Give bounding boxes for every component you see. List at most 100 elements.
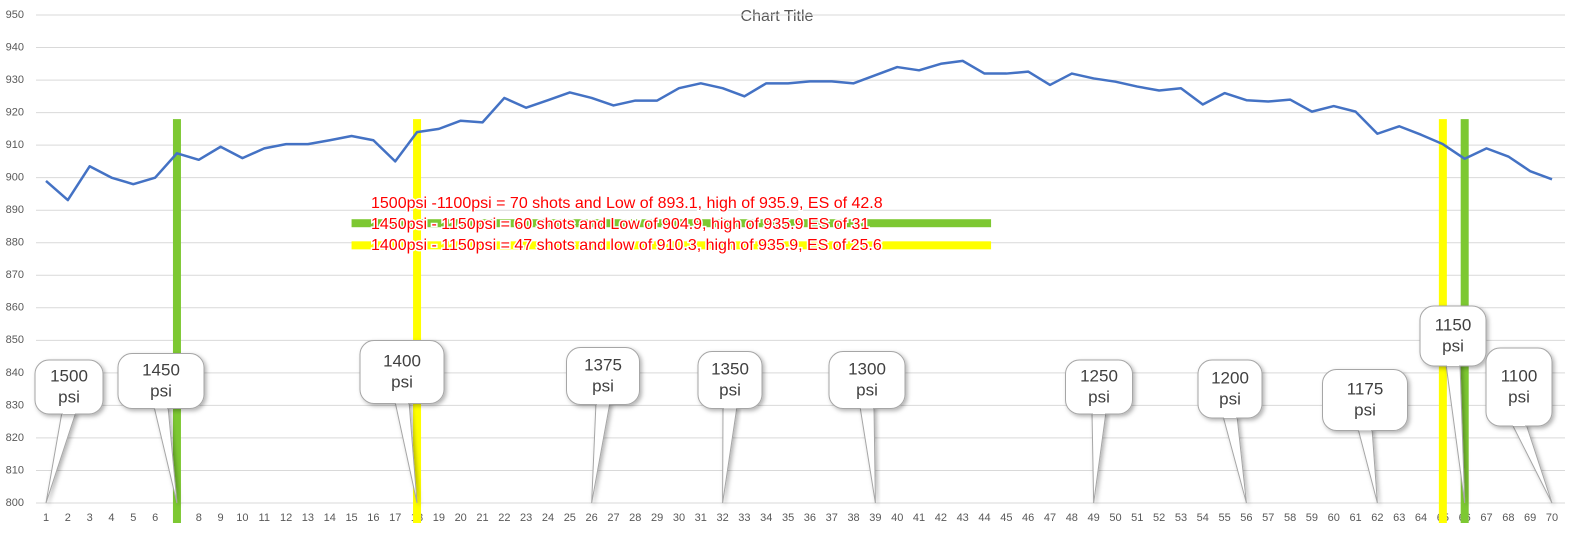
x-tick-label: 8 [196,512,202,524]
x-tick-label: 54 [1197,512,1209,524]
callout: 1250 psi [1065,359,1133,504]
callout-label: psi [391,372,413,391]
x-tick-label: 19 [433,512,445,524]
y-tick-label: 940 [6,41,24,53]
annotation: 1400psi - 1150psi = 47 shots and low of … [371,237,882,254]
x-tick-label: 36 [804,512,816,524]
x-tick-label: 49 [1088,512,1100,524]
callout-cover [597,400,609,405]
x-tick-label: 27 [607,512,619,524]
y-tick-label: 870 [6,269,24,281]
callout-label: psi [150,381,172,400]
y-tick-label: 930 [6,74,24,86]
x-tick-label: 70 [1546,512,1558,524]
x-tick-label: 35 [782,512,794,524]
callout-label: psi [856,380,878,399]
y-tick-label: 950 [6,9,24,21]
x-tick-label: 45 [1000,512,1012,524]
x-tick-label: 46 [1022,512,1034,524]
callout-label: psi [592,376,614,395]
callout-pointer [1511,423,1553,504]
x-tick-label: 22 [498,512,510,524]
x-tick-label: 12 [280,512,292,524]
x-tick-label: 52 [1153,512,1165,524]
x-tick-label: 3 [87,512,93,524]
y-tick-label: 890 [6,204,24,216]
x-tick-label: 47 [1044,512,1056,524]
series-line [45,59,1553,202]
callout: 1450 psi [117,353,205,504]
callout: 1200 psi [1197,359,1263,504]
x-tick-label: 4 [108,512,114,524]
x-tick-label: 57 [1262,512,1274,524]
x-tick-label: 68 [1502,512,1514,524]
callout-cover [63,410,75,414]
callout-label: 1300 [848,359,886,378]
horizontal-band [351,241,992,250]
horizontal-band [351,219,992,228]
x-tick-label: 55 [1218,512,1230,524]
x-tick-label: 69 [1524,512,1536,524]
x-tick-label: 13 [302,512,314,524]
x-tick-label: 41 [913,512,925,524]
callout-cover [861,404,873,409]
callout: 1350 psi [697,351,763,504]
callout: 1150 psi [1419,305,1487,504]
x-tick-label: 40 [891,512,903,524]
x-tick-label: 48 [1066,512,1078,524]
x-tick-label: 9 [218,512,224,524]
x-tick-label: 14 [324,512,336,524]
x-tick-label: 42 [935,512,947,524]
callout-pointer [591,402,611,504]
x-tick-label: 58 [1284,512,1296,524]
callout-label: 1500 [50,366,88,385]
y-tick-label: 820 [6,432,24,444]
x-tick-label: 20 [455,512,467,524]
x-tick-label: 59 [1306,512,1318,524]
x-tick-label: 63 [1393,512,1405,524]
callout-label: 1350 [711,359,749,378]
x-tick-label: 61 [1349,512,1361,524]
callout-label: psi [1088,387,1110,406]
callout-cover [155,404,167,409]
callout-pointer [45,411,77,504]
callout-cover [1224,414,1236,418]
x-tick-label: 60 [1328,512,1340,524]
callout-label: 1150 [1435,315,1472,334]
y-tick-label: 800 [6,497,24,509]
callout-cover [1447,362,1459,366]
x-tick-label: 23 [520,512,532,524]
x-tick-label: 64 [1415,512,1427,524]
callout-label: psi [1442,336,1464,355]
callout-pointer [1222,415,1247,504]
annotation: 1450psi - 1150psi = 60 shots and Low of … [371,216,869,233]
x-tick-label: 38 [847,512,859,524]
x-tick-label: 15 [345,512,357,524]
callout: 1175 psi [1322,369,1408,504]
x-tick-label: 44 [978,512,990,524]
callout-pointer [722,406,738,504]
x-tick-label: 2 [65,512,71,524]
x-tick-label: 1 [43,512,49,524]
x-tick-label: 67 [1480,512,1492,524]
x-tick-label: 31 [695,512,707,524]
x-tick-label: 56 [1240,512,1252,524]
x-tick-label: 29 [651,512,663,524]
y-tick-label: 920 [6,107,24,119]
x-tick-label: 11 [259,512,270,524]
x-tick-label: 62 [1371,512,1383,524]
x-tick-label: 32 [716,512,728,524]
callout-cover [396,399,408,404]
y-tick-label: 910 [6,139,24,151]
callout-label: 1400 [383,351,421,370]
x-tick-label: 5 [130,512,136,524]
callout-label: psi [719,380,741,399]
x-tick-label: 24 [542,512,554,524]
callout-label: 1250 [1080,366,1118,385]
callout-pointer [859,406,876,504]
callout-label: psi [1354,400,1376,419]
x-tick-label: 33 [738,512,750,524]
vertical-band [172,119,181,524]
x-tick-label: 34 [760,512,772,524]
